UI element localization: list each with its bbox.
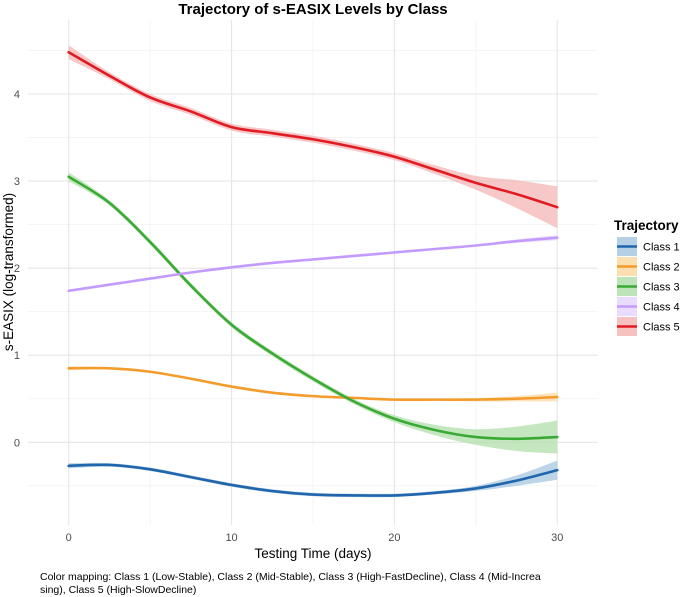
legend-label-class-3: Class 3	[643, 282, 680, 294]
legend-label-class-1: Class 1	[643, 242, 680, 254]
class-4-line	[67, 236, 559, 293]
legend-label-class-5: Class 5	[643, 322, 680, 334]
legend-label-class-4: Class 4	[643, 302, 680, 314]
x-tick-label: 30	[551, 532, 563, 544]
y-tick-label: 3	[14, 176, 20, 188]
series-lines	[67, 50, 559, 497]
x-tick-labels: 0 10 20 30	[66, 532, 564, 544]
legend-key-class-2: Class 2	[617, 257, 680, 276]
class-1-line	[67, 463, 559, 497]
chart-title: Trajectory of s-EASIX Levels by Class	[178, 1, 447, 18]
legend-key-class-1: Class 1	[617, 237, 680, 256]
caption-line-1: Color mapping: Class 1 (Low-Stable), Cla…	[40, 571, 541, 583]
legend-key-class-4: Class 4	[617, 297, 680, 316]
y-tick-label: 2	[14, 263, 20, 275]
legend-key-class-3: Class 3	[617, 277, 680, 296]
legend-label-class-2: Class 2	[643, 262, 680, 274]
legend-key-class-5: Class 5	[617, 317, 680, 336]
class-5-confidence-band	[68, 45, 558, 229]
class-3-line	[67, 175, 559, 441]
y-tick-labels: 0 1 2 3 4	[14, 89, 20, 449]
minor-gridlines	[28, 20, 598, 525]
legend-title: Trajectory	[614, 218, 679, 233]
legend: Trajectory Class 1 Class 2 Class 3 Class 4 C…	[614, 218, 680, 336]
x-axis-title: Testing Time (days)	[254, 546, 371, 561]
figure-caption: Color mapping: Class 1 (Low-Stable), Cla…	[40, 571, 640, 596]
caption-line-2: sing), Class 5 (High-SlowDecline)	[40, 583, 197, 596]
x-tick-label: 20	[388, 532, 400, 544]
y-tick-label: 0	[14, 437, 20, 449]
x-tick-label: 0	[66, 532, 72, 544]
x-tick-label: 10	[225, 532, 237, 544]
class-5-line	[67, 50, 559, 209]
major-gridlines	[28, 20, 598, 525]
chart: 0 10 20 30 0 1 2 3 4 Trajectory of s-EASIX Leve…	[1, 1, 680, 561]
y-axis-title: s-EASIX (log-transformed)	[1, 193, 16, 351]
y-tick-label: 4	[14, 89, 20, 101]
class-2-line	[67, 366, 559, 402]
y-tick-label: 1	[14, 350, 20, 362]
